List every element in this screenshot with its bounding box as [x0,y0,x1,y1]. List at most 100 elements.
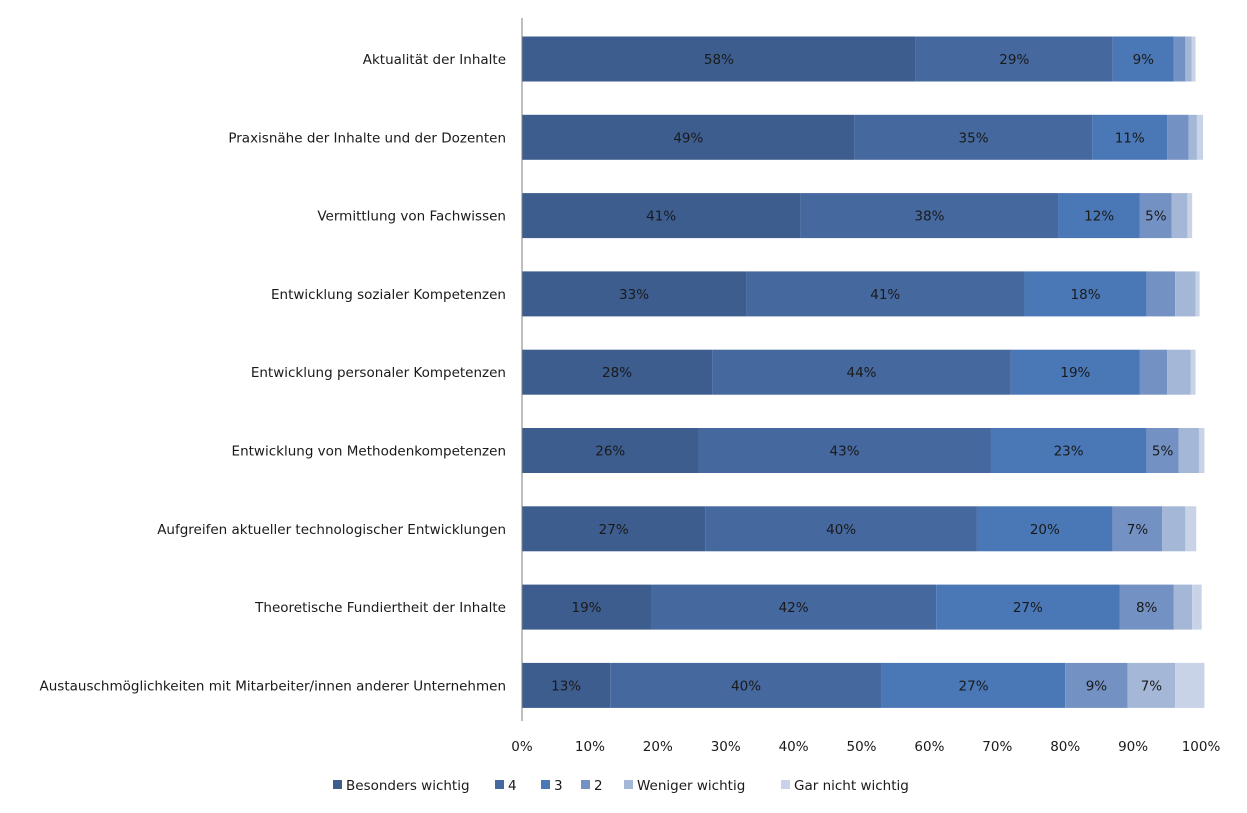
bar-segment [1112,36,1174,82]
bar-segment [698,428,991,473]
bar-segment [1119,584,1174,630]
bar-segment [1175,271,1196,317]
category-labels: Aktualität der Inhalte Praxisnähe der Inh… [40,52,506,694]
bar-segment [522,506,706,552]
data-label: 5% [1145,209,1167,225]
data-label: 41% [646,209,676,225]
bar-segment [1058,193,1140,239]
bar-segment [651,584,937,630]
bar-segment [1187,193,1193,239]
bar-segment [522,349,713,395]
legend-swatch [495,780,504,789]
data-label: 27% [959,678,989,694]
bar-segment [1146,271,1176,317]
data-label: 20% [1030,522,1060,538]
bar-segment [610,662,882,708]
data-label: 23% [1054,444,1084,460]
bar-segment [854,114,1093,160]
bar-segment [1146,428,1179,473]
data-label: 58% [704,52,734,68]
bar-segment [522,193,801,239]
x-tick-label: 80% [1050,739,1080,755]
data-label: 29% [999,52,1029,68]
bar-segment [1010,349,1140,395]
data-label: 13% [551,678,581,694]
data-label: 18% [1071,287,1101,303]
category-label: Theoretische Fundiertheit der Inhalte [254,600,506,616]
bar-segment [1139,349,1168,395]
data-label: 40% [826,522,856,538]
data-label: 9% [1133,52,1155,68]
bar-segment [990,428,1147,473]
bar-segment [881,662,1066,708]
data-label: 28% [602,365,632,381]
data-label: 33% [619,287,649,303]
category-label: Entwicklung sozialer Kompetenzen [271,287,506,303]
legend-label: Gar nicht wichtig [794,778,909,794]
bar-segment [1139,193,1172,239]
bar-segment [1192,584,1202,630]
legend-swatch [624,780,633,789]
bar-segment [522,584,652,630]
bar-segment [1065,662,1128,708]
bar-segment [522,271,747,317]
data-label: 19% [571,600,601,616]
bar-segment [1173,584,1193,630]
x-axis-tick-labels: 0% 10% 20% 30% 40% 50% 60% 70% 80% 90% 100% [511,739,1220,755]
bar-segment [1167,349,1191,395]
bar-segment [712,349,1011,395]
bar-segment [1175,662,1205,708]
bar-segment [522,114,855,160]
data-label: 49% [673,130,703,146]
bar-segment [1112,506,1163,552]
data-label: 38% [914,209,944,225]
data-label: 7% [1127,522,1149,538]
legend-label: 3 [554,778,563,794]
legend-swatch [541,780,550,789]
data-labels-layer: 58% 29% 9% 49% 35% 11% 41% 38% 12% 5% 33% 41% 18% 28%… [551,52,1173,694]
bar-segment [1162,506,1186,552]
category-label: Praxisnähe der Inhalte und der Dozenten [228,130,506,146]
data-label: 40% [731,678,761,694]
data-label: 26% [595,444,625,460]
bar-segment [1092,114,1168,160]
x-tick-label: 40% [779,739,809,755]
data-label: 19% [1060,365,1090,381]
bar-segment [1127,662,1176,708]
data-label: 5% [1152,444,1174,460]
x-tick-label: 60% [914,739,944,755]
data-label: 12% [1084,209,1114,225]
legend-label: 2 [594,778,603,794]
bar-segment [1024,271,1147,317]
bar-segment [746,271,1025,317]
bar-segment [1188,114,1197,160]
bar-segment [1191,36,1196,82]
data-label: 27% [599,522,629,538]
bar-segment [522,662,611,708]
data-label: 8% [1136,600,1158,616]
legend-swatch [581,780,590,789]
data-label: 27% [1013,600,1043,616]
bar-segment [522,428,699,473]
legend-swatch [781,780,790,789]
data-label: 43% [830,444,860,460]
bar-segment [1185,506,1197,552]
x-tick-label: 70% [982,739,1012,755]
category-label: Aufgreifen aktueller technologischer Ent… [157,522,506,538]
bars-layer [522,36,1205,708]
bar-segment [1195,271,1200,317]
category-label: Entwicklung von Methodenkompetenzen [232,444,506,460]
bar-segment [1178,428,1199,473]
x-tick-label: 30% [711,739,741,755]
bar-segment [976,506,1113,552]
data-label: 9% [1086,678,1108,694]
x-tick-label: 90% [1118,739,1148,755]
bar-segment [1185,36,1192,82]
bar-segment [915,36,1113,82]
x-tick-label: 0% [511,739,533,755]
bar-segment [705,506,977,552]
x-tick-label: 100% [1182,739,1221,755]
bar-segment [1190,349,1196,395]
bar-segment [1171,193,1188,239]
category-label: Austauschmöglichkeiten mit Mitarbeiter/i… [40,678,506,694]
